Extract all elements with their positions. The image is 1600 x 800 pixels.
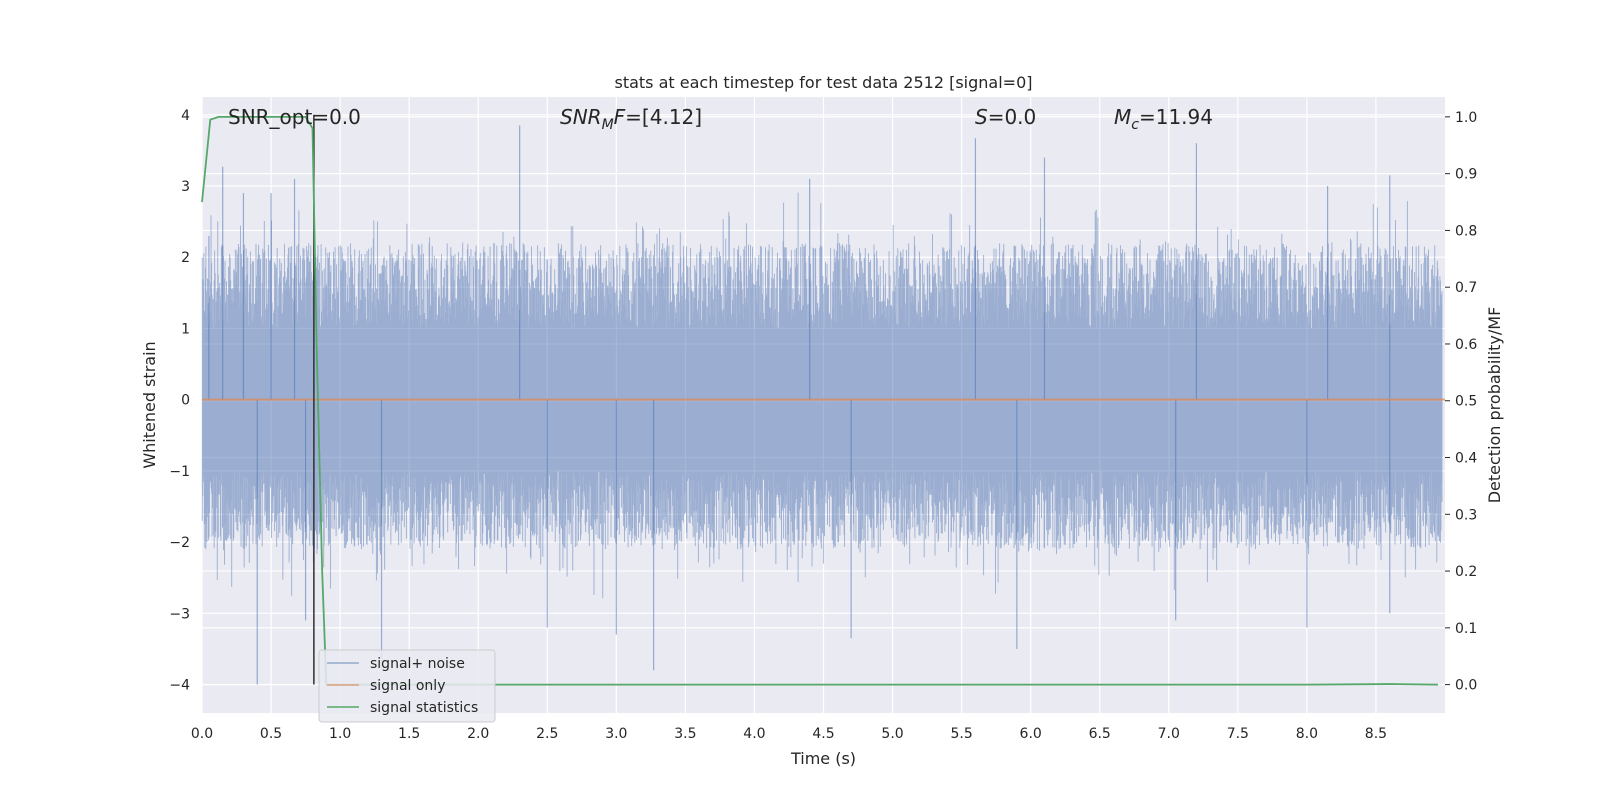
y2-tick-label: 0.8 — [1455, 223, 1477, 239]
y-axis-label: Whitened strain — [140, 341, 159, 468]
x-tick-label: 5.0 — [881, 726, 903, 742]
y2-tick-label: 0.6 — [1455, 337, 1477, 353]
x-axis-label: Time (s) — [790, 749, 856, 768]
x-tick-label: 7.0 — [1158, 726, 1180, 742]
legend-label-signal-statistics: signal statistics — [370, 700, 478, 716]
x-tick-label: 8.5 — [1365, 726, 1387, 742]
x-tick-label: 0.0 — [191, 726, 213, 742]
s-symbol: S — [975, 105, 988, 129]
chart-title: stats at each timestep for test data 251… — [614, 73, 1032, 92]
x-tick-label: 3.5 — [674, 726, 696, 742]
y-tick-label: −4 — [169, 678, 190, 694]
y-tick-label: 0 — [181, 393, 190, 409]
x-tick-label: 6.5 — [1089, 726, 1111, 742]
y-tick-label: 4 — [181, 108, 190, 124]
y-tick-label: 3 — [181, 179, 190, 195]
annotation-mc: Mc=11.94 — [1114, 105, 1213, 133]
legend-label-signal-noise: signal+ noise — [370, 656, 465, 672]
x-tick-label: 1.5 — [398, 726, 420, 742]
x-tick-label: 2.5 — [536, 726, 558, 742]
y2-tick-label: 0.4 — [1455, 451, 1477, 467]
snr-mf-rest: F — [614, 105, 626, 129]
y2-tick-label: 0.9 — [1455, 167, 1477, 183]
y2-tick-label: 0.2 — [1455, 564, 1477, 580]
x-tick-label: 4.5 — [812, 726, 834, 742]
series-signal-noise — [201, 125, 1443, 685]
x-tick-label: 7.5 — [1227, 726, 1249, 742]
ticks: 0.0 0.5 1.0 1.5 2.0 2.5 3.0 3.5 4.0 4.5 5.0 5.5 6.0 6… — [169, 108, 1477, 742]
y2-tick-label: 1.0 — [1455, 110, 1477, 126]
mc-subscript: c — [1131, 117, 1139, 133]
y-tick-label: −1 — [169, 464, 190, 480]
legend-box — [318, 649, 496, 723]
y-tick-label: 2 — [181, 250, 190, 266]
x-tick-label: 4.0 — [743, 726, 765, 742]
annotation-s: S=0.0 — [975, 105, 1036, 129]
x-tick-label: 0.5 — [260, 726, 282, 742]
x-tick-label: 2.0 — [467, 726, 489, 742]
legend: signal+ noise signal only signal statist… — [318, 649, 496, 723]
legend-label-signal-only: signal only — [370, 678, 445, 694]
x-tick-label: 8.0 — [1296, 726, 1318, 742]
snr-mf-value: =[4.12] — [625, 105, 702, 129]
x-tick-label: 5.5 — [950, 726, 972, 742]
mc-value: =11.94 — [1139, 105, 1213, 129]
annotation-snr-opt: SNR_opt=0.0 — [228, 105, 361, 129]
y2-axis-label: Detection probability/MF — [1485, 307, 1504, 504]
x-tick-label: 6.0 — [1020, 726, 1042, 742]
annotation-snr-mf: SNRMF=[4.12] — [560, 105, 702, 133]
y2-tick-label: 0.3 — [1455, 507, 1477, 523]
y-tick-label: 1 — [181, 321, 190, 337]
y2-tick-label: 0.5 — [1455, 394, 1477, 410]
y-tick-label: −3 — [169, 606, 190, 622]
snr-mf-symbol: SNR — [560, 105, 602, 129]
y2-tick-label: 0.1 — [1455, 621, 1477, 637]
s-value: =0.0 — [988, 105, 1037, 129]
snr-mf-subscript: M — [602, 117, 614, 133]
y-tick-label: −2 — [169, 535, 190, 551]
y2-tick-label: 0.0 — [1455, 678, 1477, 694]
y2-tick-label: 0.7 — [1455, 280, 1477, 296]
x-tick-label: 3.0 — [605, 726, 627, 742]
mc-symbol: M — [1114, 105, 1131, 129]
x-tick-label: 1.0 — [329, 726, 351, 742]
